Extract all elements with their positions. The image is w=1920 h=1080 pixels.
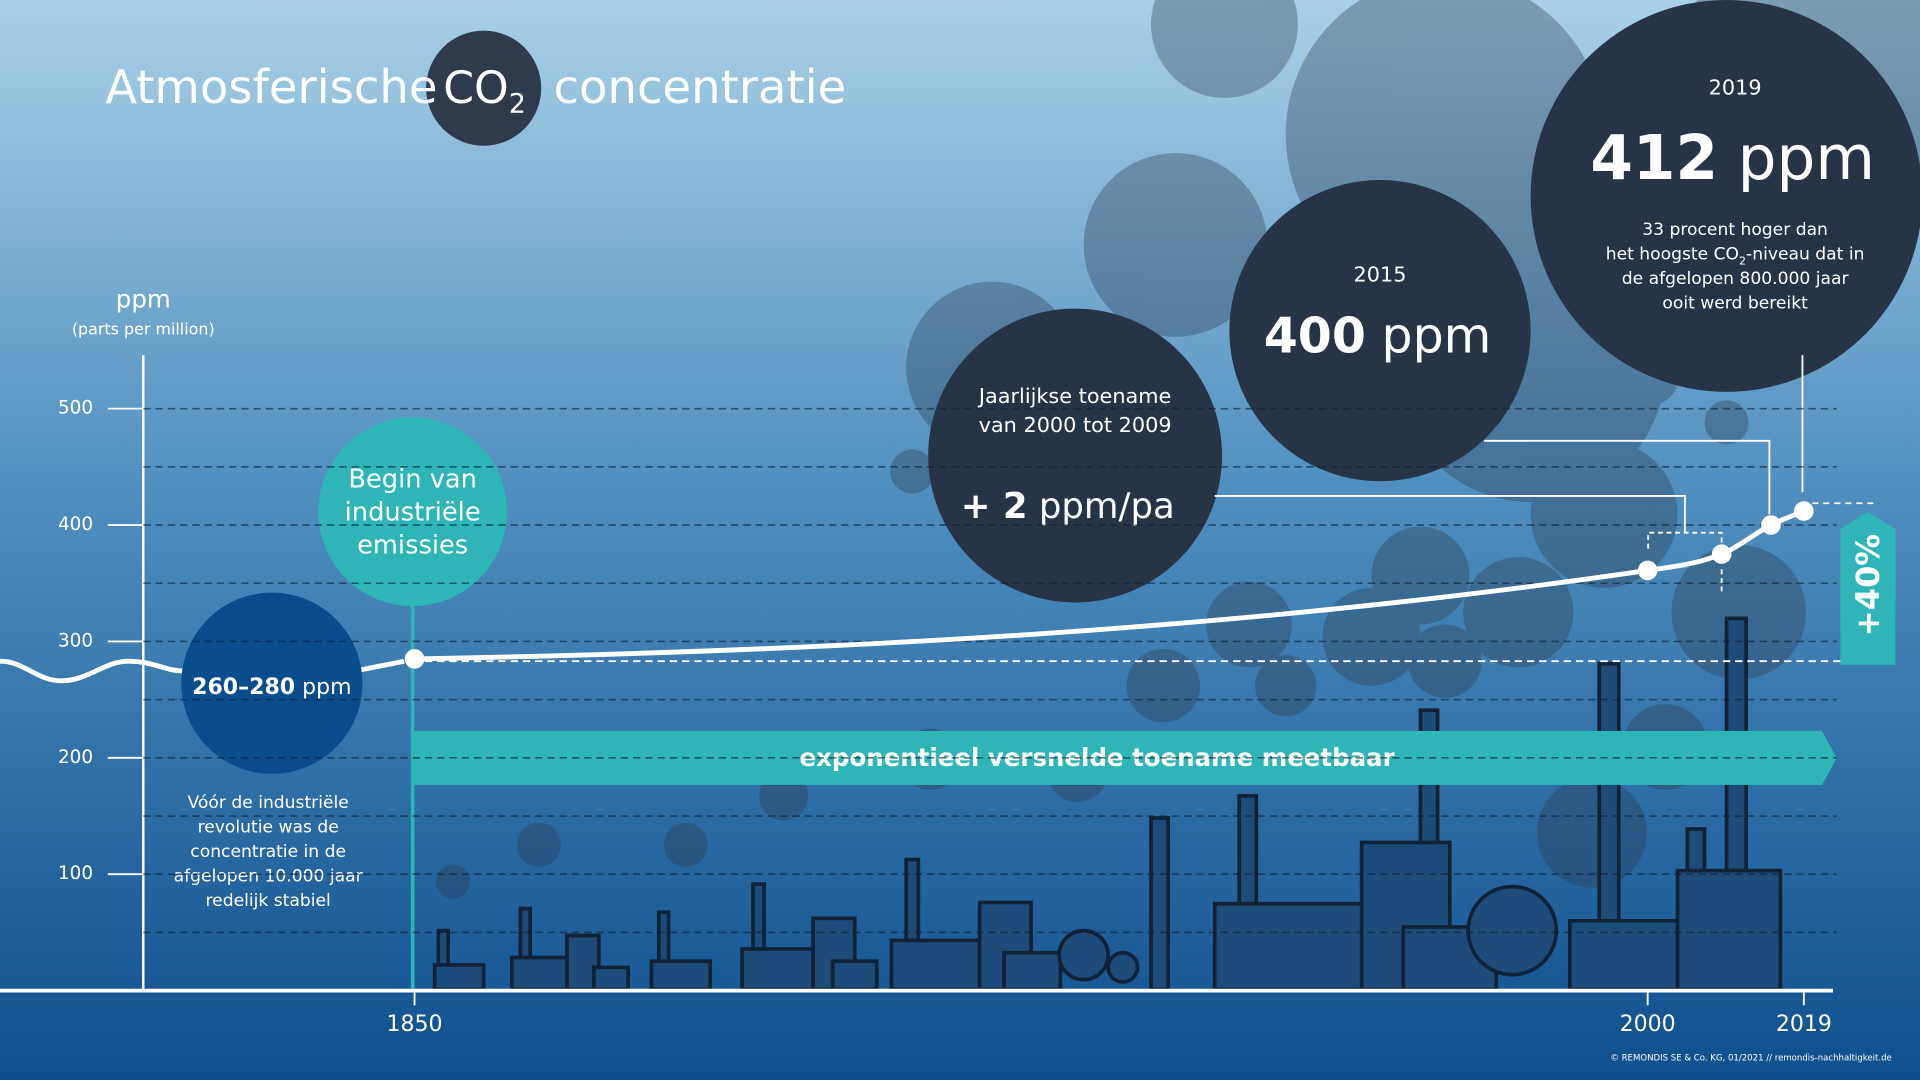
- circle-annual: [928, 308, 1223, 603]
- note-line: Vóór de industriële: [188, 793, 349, 813]
- y-tick-label: 400: [58, 514, 93, 535]
- x-tick-label: 1850: [387, 1012, 443, 1037]
- value-unit: ppm: [1738, 123, 1875, 194]
- circle-2015: [1229, 180, 1531, 482]
- increase-box: [1840, 511, 1896, 665]
- title-co: CO: [443, 63, 508, 114]
- connectors: [412, 355, 1874, 663]
- preindustrial-range: 260–280 ppm: [192, 675, 351, 700]
- data-point: [1794, 501, 1814, 521]
- year-2019: 2019: [1709, 75, 1762, 99]
- chart-title: concentratie: [553, 60, 846, 114]
- data-point: [404, 649, 425, 669]
- preindustrial-wiggle: [0, 658, 184, 684]
- y-axis-label: ppm: [116, 284, 171, 313]
- y-tick-label: 200: [58, 747, 93, 768]
- circle-2019: [1530, 0, 1920, 392]
- annual-text: van 2000 tot 2009: [979, 413, 1172, 437]
- title-co2-circle: [426, 30, 542, 146]
- year-2015: 2015: [1354, 263, 1407, 287]
- industrial-circle: [318, 417, 507, 607]
- value-number: 400: [1264, 308, 1366, 365]
- annual-text: Jaarlijkse toename: [977, 384, 1171, 408]
- note-line: de afgelopen 800.000 jaar: [1622, 269, 1850, 289]
- y-tick-label: 300: [58, 630, 93, 651]
- note-line: ooit werd bereikt: [1662, 294, 1808, 314]
- y-axis-sublabel: (parts per million): [72, 319, 215, 338]
- title-sub: 2: [509, 89, 526, 120]
- chart-title: CO2: [443, 63, 526, 120]
- note-sub: 2: [1739, 254, 1746, 267]
- preindustrial-note: Vóór de industriële revolutie was de con…: [174, 793, 364, 911]
- banner-text: exponentieel versnelde toename meetbaar: [800, 743, 1395, 772]
- range-unit: ppm: [302, 675, 351, 700]
- y-tick-label: 100: [58, 863, 93, 884]
- note-part: het hoogste CO: [1606, 245, 1739, 265]
- data-point: [1637, 560, 1658, 581]
- note-line: afgelopen 10.000 jaar: [174, 867, 364, 887]
- note-line: redelijk stabiel: [206, 891, 331, 911]
- industrial-text: emissies: [357, 531, 468, 561]
- range-value: 260–280: [192, 675, 295, 700]
- industrial-text: Begin van: [348, 465, 477, 495]
- note-line: concentratie in de: [190, 842, 346, 862]
- footer: © REMONDIS SE & Co. KG, 01/2021 // remon…: [1610, 1053, 1892, 1063]
- note-part: -niveau dat in: [1746, 245, 1864, 265]
- annual-value: + 2 ppm/pa: [961, 486, 1175, 527]
- annual-number: + 2: [961, 486, 1028, 527]
- note-line: revolutie was de: [198, 818, 339, 838]
- note-line: het hoogste CO2-niveau dat in: [1606, 245, 1865, 268]
- note-line: 33 procent hoger dan: [1642, 220, 1828, 240]
- preindustrial-link: [354, 658, 405, 674]
- x-tick-label: 2000: [1620, 1012, 1676, 1037]
- annual-unit: ppm/pa: [1039, 486, 1175, 527]
- data-point: [1711, 544, 1732, 564]
- x-tick-label: 2019: [1776, 1012, 1832, 1037]
- value-2019: 412 ppm: [1590, 123, 1875, 194]
- y-tick-label: 500: [58, 398, 93, 419]
- value-2015: 400 ppm: [1264, 308, 1492, 365]
- preindustrial-circle: [181, 592, 363, 774]
- chart-title: Atmosferische: [105, 60, 437, 114]
- increase-label: +40%: [1849, 534, 1887, 637]
- note-2019: 33 procent hoger dan het hoogste CO2-niv…: [1606, 220, 1865, 313]
- industrial-text: industriële: [345, 498, 481, 528]
- value-unit: ppm: [1382, 308, 1492, 365]
- value-number: 412: [1590, 123, 1718, 194]
- data-point: [1761, 515, 1781, 535]
